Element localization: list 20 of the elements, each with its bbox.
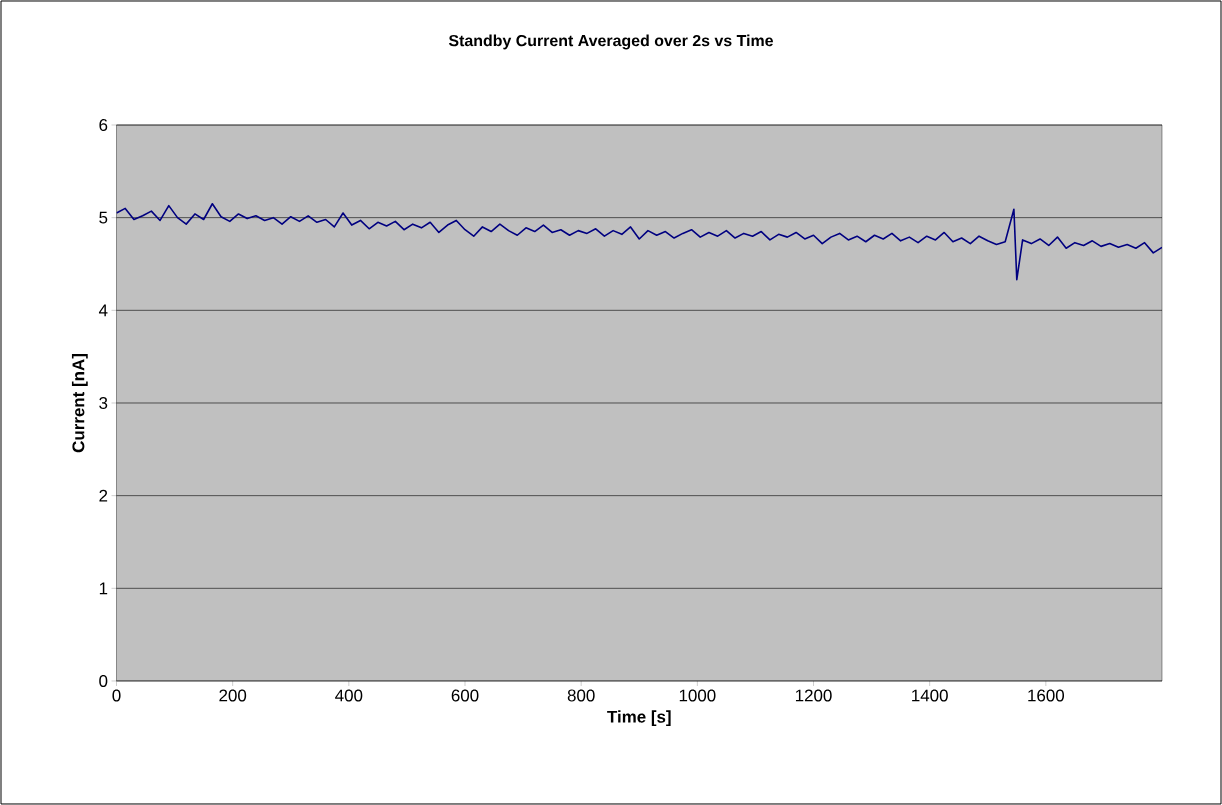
x-tick-label: 1600 — [1028, 689, 1065, 702]
x-tick-label: 0 — [112, 689, 121, 702]
y-tick-label: 6 — [99, 118, 108, 131]
y-tick-label: 5 — [99, 211, 108, 224]
chart-title: Standby Current Averaged over 2s vs Time — [448, 34, 773, 50]
x-tick-label: 600 — [451, 689, 479, 702]
x-tick-label: 200 — [219, 689, 247, 702]
y-tick-label: 2 — [99, 489, 108, 502]
x-tick-label: 1000 — [679, 689, 716, 702]
line-series — [116, 202, 1163, 281]
x-axis-title: Time [s] — [607, 710, 671, 727]
x-tick-label: 800 — [567, 689, 595, 702]
x-tick-label: 1400 — [912, 689, 948, 702]
x-tick-label: 400 — [335, 689, 363, 702]
y-tick-label: 0 — [99, 674, 108, 687]
y-axis-title: Current [nA] — [71, 354, 88, 453]
y-tick-label: 4 — [98, 304, 108, 317]
x-tick-label: 1200 — [795, 689, 832, 702]
y-tick-label: 3 — [99, 396, 108, 409]
y-tick-label: 1 — [99, 582, 108, 595]
